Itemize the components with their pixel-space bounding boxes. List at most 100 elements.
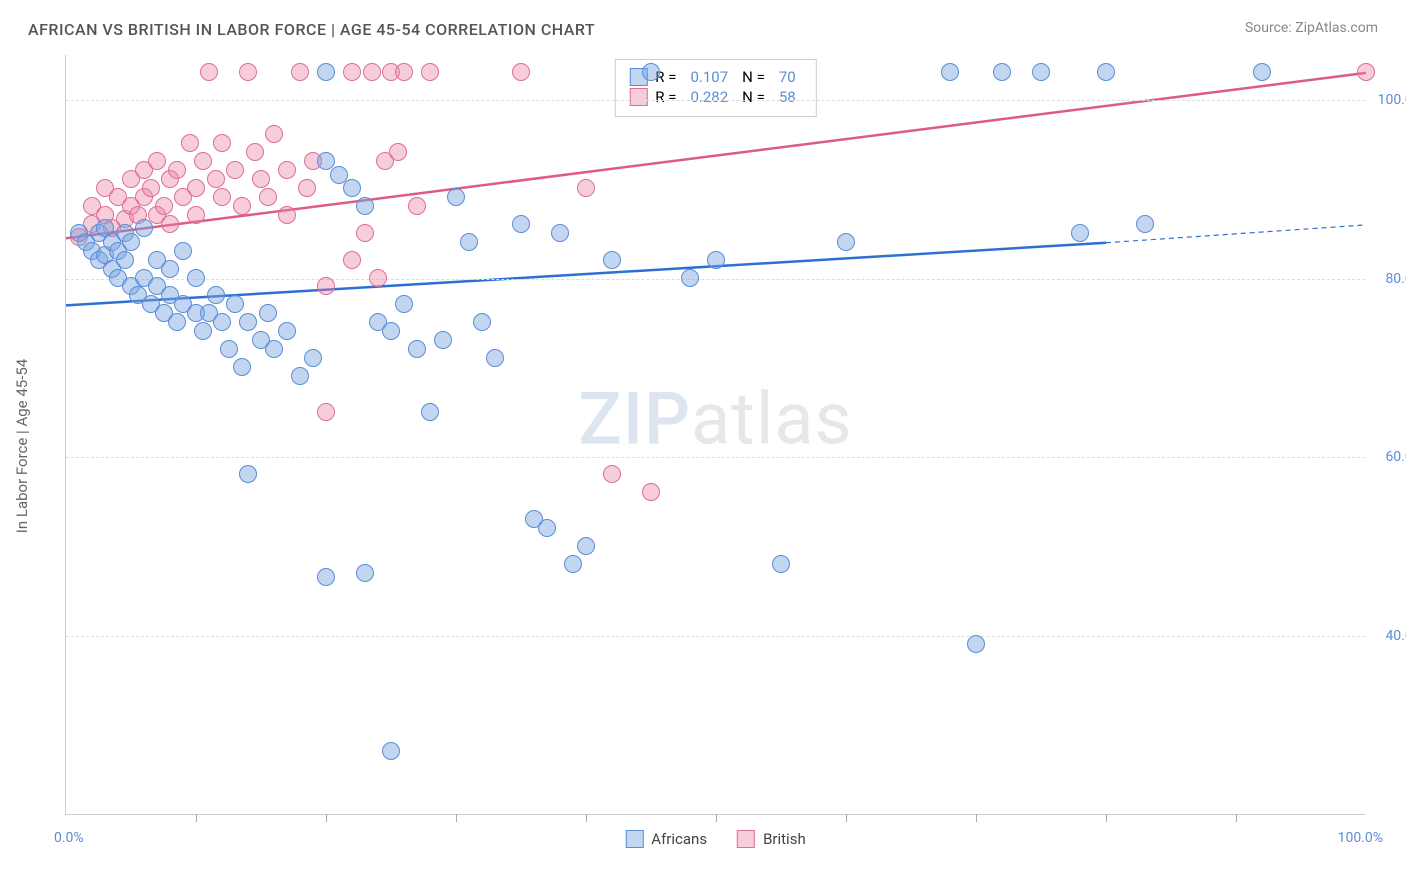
legend-item-british: British [737,830,806,848]
british-point [265,125,283,143]
african-point [226,295,244,313]
british-point [395,63,413,81]
british-point [226,161,244,179]
british-point [577,179,595,197]
y-tick-label: 60.0% [1385,449,1406,465]
african-point [1071,224,1089,242]
african-point [317,63,335,81]
chart-title: AFRICAN VS BRITISH IN LABOR FORCE | AGE … [28,20,595,39]
x-tick [976,814,977,822]
african-point [168,313,186,331]
african-point [1097,63,1115,81]
y-tick-label: 100.0% [1378,92,1406,108]
british-point [213,134,231,152]
british-point [168,161,186,179]
x-tick [456,814,457,822]
r-label: R = [655,88,676,106]
african-point [356,197,374,215]
african-point [538,519,556,537]
african-point [161,260,179,278]
african-r-value: 0.107 [690,68,728,86]
british-point [213,188,231,206]
african-point [291,367,309,385]
british-point [200,63,218,81]
african-point [473,313,491,331]
african-point [174,242,192,260]
british-point [603,465,621,483]
british-point [239,63,257,81]
british-point [317,277,335,295]
british-r-value: 0.282 [690,88,728,106]
bottom-legend: Africans British [625,830,805,848]
watermark: ZIPatlas [578,377,852,462]
british-point [389,143,407,161]
african-point [220,340,238,358]
british-point [148,152,166,170]
british-point [207,170,225,188]
african-point [265,340,283,358]
british-point [142,179,160,197]
african-point [395,295,413,313]
british-point [233,197,251,215]
x-left-label: 0.0% [54,830,84,846]
african-point [1136,215,1154,233]
african-point [577,537,595,555]
british-swatch-icon [629,88,647,106]
african-point [967,635,985,653]
african-point [993,63,1011,81]
x-tick [196,814,197,822]
african-point [278,322,296,340]
african-point [187,269,205,287]
british-point [194,152,212,170]
british-point [259,188,277,206]
african-point [772,555,790,573]
watermark-atlas: atlas [691,377,853,462]
african-point [642,63,660,81]
african-point [434,331,452,349]
british-point [512,63,530,81]
african-point [259,304,277,322]
british-n-value: 58 [779,88,796,106]
african-point [382,322,400,340]
gridline [66,100,1365,101]
british-point [642,483,660,501]
gridline [66,636,1365,637]
african-point [382,742,400,760]
y-tick-label: 40.0% [1385,628,1406,644]
african-point [681,269,699,287]
african-point [603,251,621,269]
african-point [194,322,212,340]
british-point [369,269,387,287]
african-point [564,555,582,573]
legend-british-label: British [763,830,806,848]
african-point [122,233,140,251]
african-point [343,179,361,197]
african-point [207,286,225,304]
british-point [343,251,361,269]
african-point [135,219,153,237]
african-point [239,465,257,483]
y-tick-label: 80.0% [1385,271,1406,287]
legend-item-african: Africans [625,830,707,848]
african-point [116,251,134,269]
british-point [363,63,381,81]
african-point [837,233,855,251]
african-point [447,188,465,206]
african-point [421,403,439,421]
british-point [187,179,205,197]
british-point [408,197,426,215]
african-point [1253,63,1271,81]
x-tick [586,814,587,822]
gridline [66,279,1365,280]
british-point [356,224,374,242]
british-swatch-icon [737,830,755,848]
african-point [356,564,374,582]
african-point [551,224,569,242]
x-tick [1106,814,1107,822]
y-axis-label: In Labor Force | Age 45-54 [13,359,31,533]
watermark-zip: ZIP [578,377,691,462]
x-tick [846,814,847,822]
n-label: N = [742,68,765,86]
x-tick [326,814,327,822]
x-tick [716,814,717,822]
